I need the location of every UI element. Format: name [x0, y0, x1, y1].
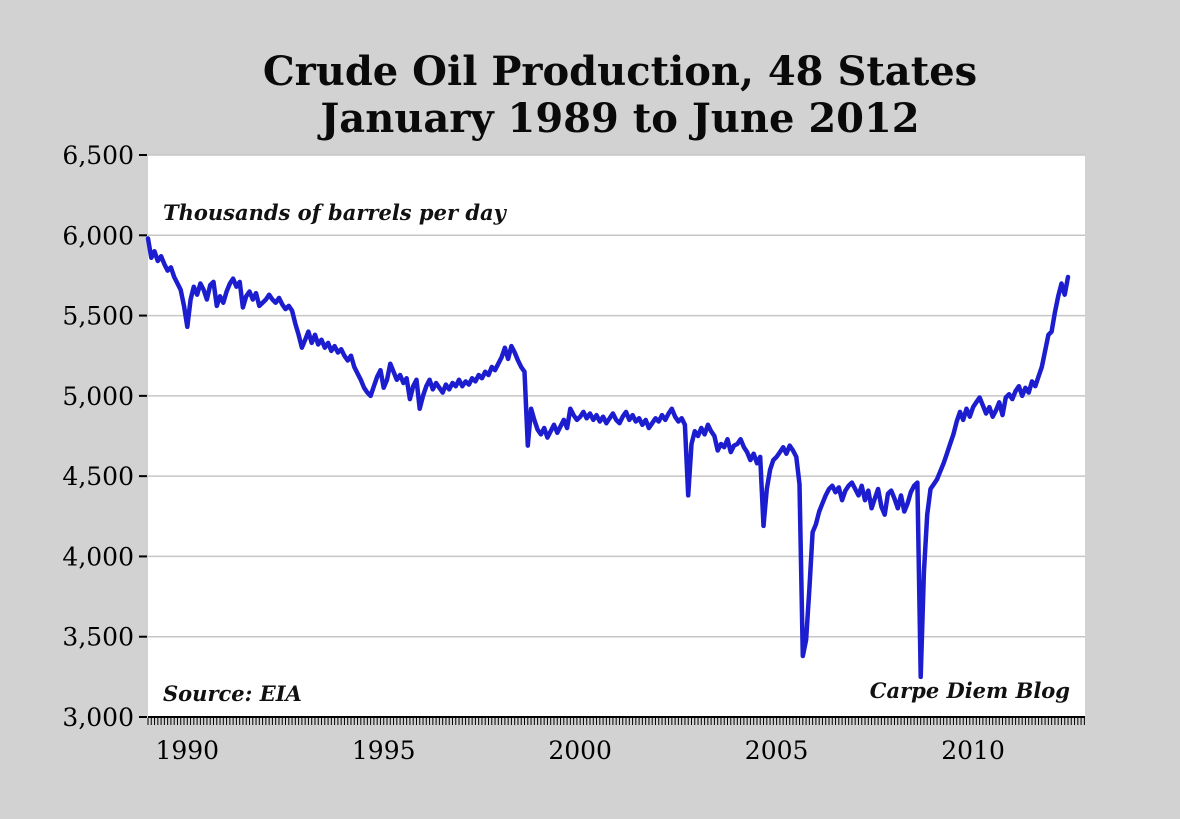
svg-text:3,000: 3,000 — [62, 703, 134, 732]
svg-text:4,000: 4,000 — [62, 542, 134, 571]
svg-text:6,000: 6,000 — [62, 221, 134, 250]
svg-text:2005: 2005 — [745, 736, 809, 765]
svg-text:5,000: 5,000 — [62, 382, 134, 411]
svg-text:5,500: 5,500 — [62, 302, 134, 331]
chart-title-line2: January 1989 to June 2012 — [320, 95, 920, 143]
credit-annotation: Carpe Diem Blog — [869, 678, 1070, 703]
svg-text:1995: 1995 — [352, 736, 416, 765]
units-annotation: Thousands of barrels per day — [163, 200, 506, 225]
svg-text:2010: 2010 — [941, 736, 1005, 765]
chart-title-line1: Crude Oil Production, 48 States — [262, 48, 978, 95]
source-annotation: Source: EIA — [163, 681, 302, 706]
svg-text:2000: 2000 — [548, 736, 612, 765]
svg-text:6,500: 6,500 — [62, 141, 134, 170]
chart-title: Crude Oil Production, 48 States January … — [90, 48, 1150, 142]
svg-text:1990: 1990 — [155, 736, 219, 765]
svg-text:4,500: 4,500 — [62, 462, 134, 491]
svg-text:3,500: 3,500 — [62, 623, 134, 652]
